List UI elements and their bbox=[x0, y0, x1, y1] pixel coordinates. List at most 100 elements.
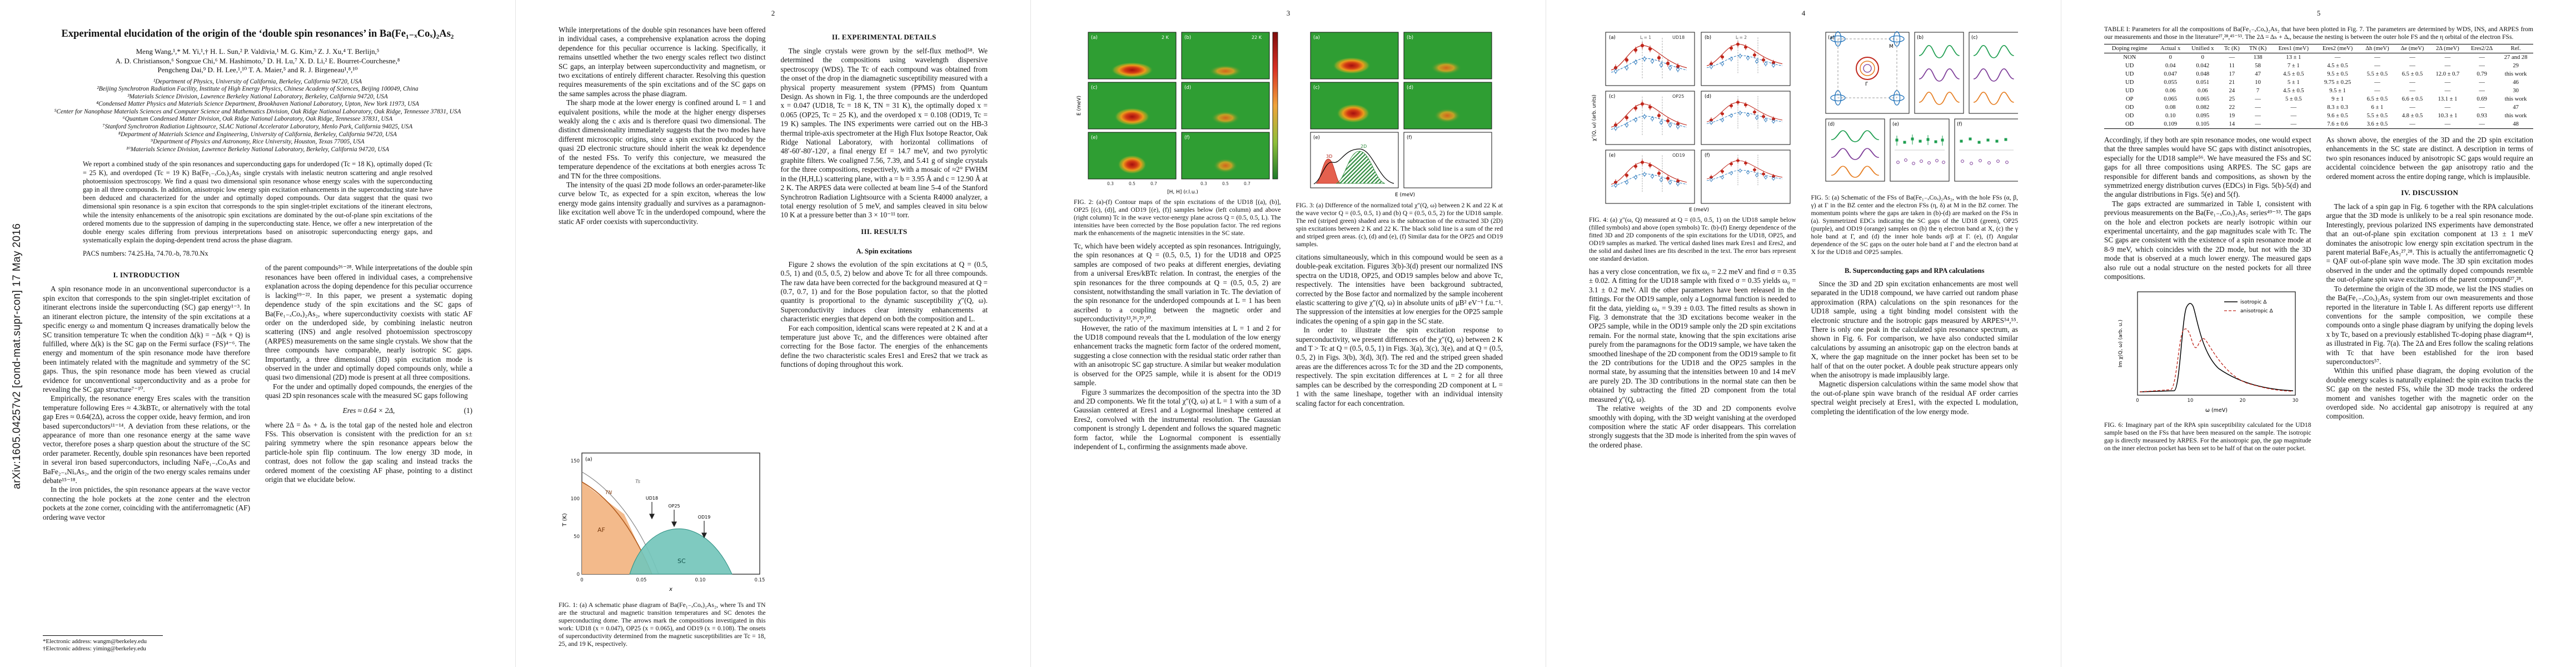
affiliation-line: ⁸Department of Materials Science and Eng… bbox=[118, 131, 397, 138]
fig1-yticks: 0 50 100 150 bbox=[571, 459, 580, 578]
table-cell: 0.051 bbox=[2196, 79, 2210, 86]
author-line: Pengcheng Dai,⁹ D. H. Lee,¹,¹⁰ T. A. Mai… bbox=[157, 66, 358, 74]
body-paragraph: Figure 3 summarizes the decomposition of… bbox=[1074, 387, 1281, 451]
page3-column-2: (a) (b) (c) bbox=[1296, 26, 1503, 653]
table-cell: — bbox=[2429, 120, 2465, 129]
svg-text:150: 150 bbox=[571, 459, 580, 464]
table-cell: 0.055 bbox=[2164, 79, 2178, 86]
gap-points-purple bbox=[1896, 158, 1945, 165]
body-paragraph: In the iron pnictides, the spin resonanc… bbox=[43, 485, 250, 521]
svg-text:20: 20 bbox=[2240, 398, 2246, 404]
heatmap-panel: (b) 22 K bbox=[1181, 32, 1270, 79]
table-cell: — bbox=[2255, 96, 2261, 102]
gap-angle-panel: (e) bbox=[1890, 118, 1949, 182]
fig6-plot-frame bbox=[2137, 291, 2296, 396]
temp-label: 22 K bbox=[1252, 35, 1262, 40]
page-2: 2 While interpretations of the double sp… bbox=[515, 0, 1030, 667]
table-row: UD 0.04 0.042 11 58 7 ± 1 4.5 ± 0.5 — — — — 29 bbox=[2104, 62, 2533, 70]
table-cell: 9.75 ± 0.25 bbox=[2324, 79, 2351, 86]
page1-column-2: of the parent compounds²⁶⁻²⁸. While inte… bbox=[265, 263, 472, 653]
section-heading-results: III. RESULTS bbox=[861, 227, 908, 236]
table-cell: 30 bbox=[2513, 88, 2519, 94]
table-cell: OD bbox=[2125, 104, 2134, 111]
heatmap-panel: (a) 2 K bbox=[1088, 32, 1177, 79]
table-row: UD 0.055 0.051 21 10 5 ± 1 9.75 ± 0.25 — — — — 46 bbox=[2104, 78, 2533, 87]
panel-label: (a) bbox=[1091, 35, 1098, 41]
table-row: OD 0.08 0.082 22 — — 8.3 ± 0.3 6 ± 1 — — — 47 bbox=[2104, 103, 2533, 112]
body-paragraph: of the parent compounds²⁶⁻²⁸. While inte… bbox=[265, 263, 472, 382]
scatter-panel: (d) bbox=[1701, 91, 1791, 145]
table-cell: — bbox=[2479, 79, 2485, 86]
table-cell: 29 bbox=[2513, 63, 2519, 69]
table-cell: 11 bbox=[2229, 63, 2235, 69]
panel-label: (a) bbox=[1609, 35, 1616, 41]
footnote: †Electronic address: yiming@berkeley.edu bbox=[43, 645, 146, 652]
heatmap-panel: (f) bbox=[1181, 132, 1270, 180]
table-cell: 7 bbox=[2256, 88, 2260, 94]
legend-anisotropic: anisotropic Δ bbox=[2240, 308, 2273, 314]
svg-text:0.5: 0.5 bbox=[1129, 181, 1135, 186]
table-cell: 24 bbox=[2229, 88, 2235, 94]
sc-label: SC bbox=[677, 558, 686, 565]
table-cell: 0.042 bbox=[2196, 63, 2210, 69]
body-paragraph: As shown above, the energies of the 3D a… bbox=[2326, 136, 2534, 181]
table-cell: 58 bbox=[2255, 63, 2261, 69]
table-cell: 5.5 ± 0.5 bbox=[2366, 71, 2388, 77]
svg-text:0.3: 0.3 bbox=[1200, 181, 1207, 186]
table-cell: 9.5 ± 0.5 bbox=[2327, 71, 2348, 77]
panel-label: (f) bbox=[1184, 135, 1190, 141]
table-cell: 0.082 bbox=[2196, 104, 2210, 111]
panel-label: (e) bbox=[1892, 122, 1899, 127]
gap-points-green bbox=[1895, 135, 1944, 146]
page-1: arXiv:1605.04257v2 [cond-mat.supr-con] 1… bbox=[0, 0, 515, 667]
table-cell: 27 and 28 bbox=[2504, 54, 2528, 61]
section-heading-discussion: IV. DISCUSSION bbox=[2401, 188, 2459, 197]
fig4-xlabel: E (meV) bbox=[1689, 207, 1709, 213]
table-cell: — bbox=[2444, 54, 2451, 61]
svg-text:0: 0 bbox=[577, 572, 580, 578]
scatter-panel: (c) OP25 bbox=[1605, 91, 1695, 145]
heatmap-panel: (c) bbox=[1088, 82, 1177, 130]
sc-dome bbox=[629, 528, 733, 575]
table-cell: 9 ± 1 bbox=[2331, 96, 2344, 102]
body-paragraph: While interpretations of the double spin… bbox=[559, 26, 766, 98]
svg-text:10: 10 bbox=[2188, 398, 2194, 404]
temp-label: 2 K bbox=[1162, 35, 1169, 40]
table-cell: 4.5 ± 0.5 bbox=[2283, 71, 2304, 77]
heatmap-panel: (d) bbox=[1181, 82, 1270, 130]
table-row: OD 0.10 0.095 19 — — 9.6 ± 0.5 5.5 ± 0.5 4.8 ± 0… bbox=[2104, 112, 2533, 120]
page-number: 5 bbox=[2316, 9, 2321, 17]
table-row: OP 0.065 0.065 25 — 5 ± 0.5 9 ± 1 6.5 ± 0.5 6.6 … bbox=[2104, 95, 2533, 103]
fig2-xticks: 0.3 0.5 0.7 0.3 0.5 0.7 bbox=[1107, 181, 1250, 186]
fig6-ylabel: Im χ(Q, ω) (arb. u.) bbox=[2118, 320, 2124, 367]
afm-region bbox=[582, 482, 652, 574]
svg-text:0.3: 0.3 bbox=[1107, 181, 1114, 186]
affiliation-line: ⁶Quantum Condensed Matter Division, Oak … bbox=[122, 116, 393, 123]
tn-label: TN bbox=[605, 490, 612, 496]
fig4-ylabel: χ″(Q, ω) (arb. units) bbox=[1592, 94, 1597, 141]
table-cell: 4.5 ± 0.5 bbox=[2283, 88, 2304, 94]
svg-text:0.5: 0.5 bbox=[1222, 181, 1229, 186]
page-3: 3 (a) 2 K (b) bbox=[1030, 0, 1546, 667]
equation-1: Eres ≈ 0.64 × 2Δ, (1) bbox=[265, 406, 472, 415]
panel-label: (a) bbox=[585, 457, 592, 462]
table-cell: — bbox=[2409, 79, 2415, 86]
table-cell: 0.065 bbox=[2164, 96, 2178, 102]
panel-label: (f) bbox=[1407, 135, 1412, 141]
panel-label: (e) bbox=[1609, 153, 1616, 158]
table-cell: 0.04 bbox=[2165, 63, 2176, 69]
table-cell: — bbox=[2479, 88, 2485, 94]
figure-5-caption: FIG. 5: (a) Schematic of the FSs of Ba(F… bbox=[1811, 194, 2019, 256]
table-cell: — bbox=[2255, 104, 2261, 111]
body-paragraph: Figure 2 shows the evolution of the spin… bbox=[780, 260, 988, 323]
table-cell: 0.08 bbox=[2165, 104, 2176, 111]
panel-label: (e) bbox=[1313, 135, 1320, 141]
l-label: L = 1 bbox=[1640, 35, 1651, 40]
panel-label: (b) bbox=[1184, 35, 1191, 41]
table-cell: this work bbox=[2504, 113, 2527, 119]
heatmap-panel: (e) bbox=[1088, 132, 1177, 180]
figure-4-block: (a) UD18 L = 1 (b) L = 2 bbox=[1589, 29, 1796, 213]
fig2-xlabel: [H, H] (r.l.u.) bbox=[1167, 190, 1198, 195]
section-heading-experimental: II. EXPERIMENTAL DETAILS bbox=[831, 33, 936, 41]
table-cell: OD bbox=[2104, 120, 2155, 129]
